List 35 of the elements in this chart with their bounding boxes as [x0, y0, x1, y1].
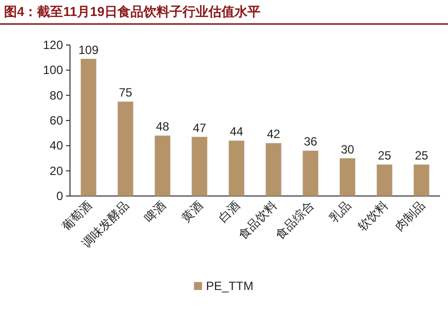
y-tick-label: 20	[50, 164, 64, 178]
data-label: 42	[266, 127, 280, 142]
bar	[192, 136, 208, 196]
data-label: 109	[78, 42, 99, 57]
y-tick-label: 40	[50, 138, 64, 153]
x-tick-label: 软饮料	[355, 198, 391, 234]
y-tick-label: 120	[42, 38, 64, 52]
data-label: 25	[378, 148, 392, 163]
data-label: 30	[340, 142, 354, 156]
x-tick-label: 肉制品	[392, 198, 428, 234]
bar	[376, 164, 392, 196]
bar	[266, 143, 282, 196]
y-tick-label: 0	[56, 189, 64, 203]
x-tick-label: 黄酒	[178, 198, 206, 226]
x-tick-label: 白酒	[216, 198, 243, 226]
data-label: 48	[156, 120, 170, 134]
x-tick-label: 啤酒	[142, 198, 169, 226]
bar	[414, 164, 430, 196]
y-tick-label: 100	[42, 63, 64, 78]
bar	[154, 136, 170, 196]
x-tick-label: 乳品	[326, 198, 354, 226]
data-label: 25	[414, 148, 428, 163]
data-label: 75	[118, 86, 132, 100]
chart-title: 图4：截至11月19日食品饮料子行业估值水平	[4, 4, 260, 19]
bar	[302, 150, 318, 196]
data-label: 36	[304, 134, 318, 149]
bar	[118, 102, 134, 196]
bar	[80, 58, 96, 196]
y-tick-label: 60	[50, 114, 64, 128]
legend-label: PE_TTM	[206, 279, 254, 293]
data-label: 47	[192, 120, 206, 135]
bar	[340, 158, 356, 196]
bar	[228, 140, 244, 196]
data-label: 44	[230, 124, 244, 139]
y-tick-label: 80	[50, 88, 64, 102]
